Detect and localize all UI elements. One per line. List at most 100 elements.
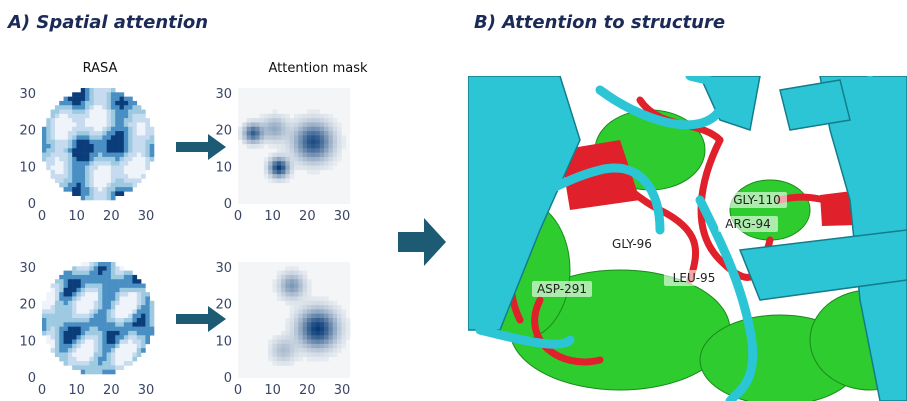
heatmap-cell bbox=[67, 335, 73, 340]
heatmap-cell bbox=[76, 187, 82, 192]
heatmap-cell bbox=[119, 292, 125, 297]
heatmap-cell bbox=[132, 322, 138, 327]
heatmap-cell bbox=[46, 161, 51, 166]
heatmap-cell bbox=[80, 300, 86, 306]
heatmap-cell bbox=[311, 300, 316, 306]
heatmap-cell bbox=[268, 165, 273, 171]
heatmap-cell bbox=[128, 148, 133, 153]
heatmap-cell bbox=[315, 113, 321, 119]
heatmap-cell bbox=[306, 131, 312, 136]
heatmap-cell bbox=[311, 339, 316, 345]
heatmap-cell bbox=[85, 156, 90, 162]
heatmap-cell bbox=[76, 300, 82, 306]
heatmap-cell bbox=[46, 326, 51, 332]
heatmap-cell bbox=[289, 318, 295, 323]
heatmap-cell bbox=[106, 356, 112, 362]
heatmap-cell bbox=[67, 152, 73, 158]
heatmap-cell bbox=[123, 330, 129, 336]
heatmap-cell bbox=[149, 330, 155, 336]
heatmap-cell bbox=[80, 169, 86, 175]
heatmap-cell bbox=[115, 361, 120, 366]
heatmap-cell bbox=[106, 161, 112, 166]
heatmap-cell bbox=[149, 313, 155, 319]
heatmap-cell bbox=[76, 343, 82, 349]
heatmap-cell bbox=[98, 283, 103, 289]
heatmap-cell bbox=[50, 118, 56, 123]
heatmap-cell bbox=[76, 292, 82, 297]
heatmap-cell bbox=[246, 144, 252, 149]
heatmap-cell bbox=[50, 296, 56, 302]
heatmap-cell bbox=[315, 356, 321, 362]
heatmap-cell bbox=[285, 174, 290, 179]
heatmap-cell bbox=[85, 361, 90, 366]
heatmap-cell bbox=[85, 187, 90, 192]
heatmap-cell bbox=[72, 109, 77, 115]
heatmap-cell bbox=[85, 266, 90, 271]
heatmap-cell bbox=[93, 152, 99, 158]
heatmap-cell bbox=[272, 339, 278, 345]
heatmap-cell bbox=[98, 139, 103, 145]
heatmap-cell bbox=[85, 100, 90, 106]
heatmap-cell bbox=[332, 313, 338, 319]
heatmap-cell bbox=[324, 135, 329, 140]
y-tick-label: 10 bbox=[19, 334, 36, 349]
heatmap-cell bbox=[123, 156, 129, 162]
heatmap-cell bbox=[59, 274, 64, 280]
heatmap-cell bbox=[46, 165, 51, 171]
heatmap-cell bbox=[306, 352, 312, 358]
heatmap-cell bbox=[132, 292, 138, 297]
heatmap-cell bbox=[141, 305, 146, 310]
heatmap-cell bbox=[85, 283, 90, 289]
heatmap-cell bbox=[98, 318, 103, 323]
heatmap-cell bbox=[136, 335, 142, 340]
heatmap-cell bbox=[54, 174, 60, 179]
heatmap-cell bbox=[76, 305, 82, 310]
heatmap-cell bbox=[42, 326, 47, 332]
heatmap-cell bbox=[136, 348, 142, 353]
heatmap-cell bbox=[50, 343, 56, 349]
heatmap-cell bbox=[46, 144, 51, 149]
heatmap-cell bbox=[89, 352, 94, 358]
heatmap-cell bbox=[93, 126, 99, 132]
heatmap-cell bbox=[80, 266, 86, 271]
heatmap-cell bbox=[59, 100, 64, 106]
heatmap-cell bbox=[132, 100, 138, 106]
heatmap-cell bbox=[263, 139, 269, 145]
heatmap-cell bbox=[89, 274, 94, 280]
heatmap-cell bbox=[123, 187, 129, 192]
heatmap-cell bbox=[67, 322, 73, 327]
heatmap-cell bbox=[89, 152, 94, 158]
heatmap-cell bbox=[119, 318, 125, 323]
heatmap-cell bbox=[115, 309, 120, 314]
heatmap-cell bbox=[328, 144, 334, 149]
heatmap-cell bbox=[102, 135, 107, 140]
heatmap-cell bbox=[85, 356, 90, 362]
heatmap-cell bbox=[72, 361, 77, 366]
heatmap-cell bbox=[76, 270, 82, 276]
heatmap-cell bbox=[110, 100, 116, 106]
heatmap-cell bbox=[59, 287, 64, 293]
heatmap-cell bbox=[136, 300, 142, 306]
heatmap-cell bbox=[259, 118, 265, 123]
heatmap-cell bbox=[63, 178, 69, 184]
heatmap-cell bbox=[67, 109, 73, 115]
heatmap-cell bbox=[85, 330, 90, 336]
heatmap-cell bbox=[319, 352, 325, 358]
heatmap-cell bbox=[119, 365, 125, 370]
heatmap-cell bbox=[298, 287, 303, 293]
heatmap-cell bbox=[50, 122, 56, 128]
heatmap-cell bbox=[128, 187, 133, 192]
heatmap-cell bbox=[72, 292, 77, 297]
heatmap-cell bbox=[263, 161, 269, 166]
heatmap-cell bbox=[328, 300, 334, 306]
heatmap-cell bbox=[85, 369, 90, 375]
heatmap-cell bbox=[102, 339, 107, 345]
heatmap-cell bbox=[289, 300, 295, 306]
heatmap-cell bbox=[98, 135, 103, 140]
x-tick-label: 0 bbox=[234, 209, 242, 224]
heatmap-cell bbox=[119, 356, 125, 362]
heatmap-cell bbox=[110, 330, 116, 336]
heatmap-cell bbox=[141, 348, 146, 353]
heatmap-cell bbox=[93, 195, 99, 201]
